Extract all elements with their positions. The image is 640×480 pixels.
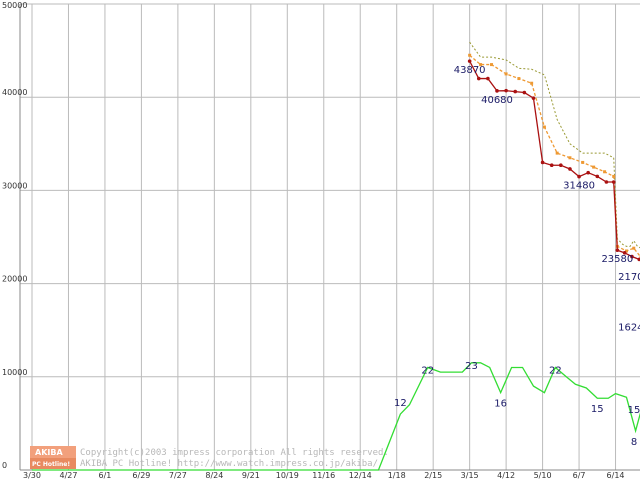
point-lowest [615,248,620,253]
data-label: 15 [628,405,640,416]
point-lowest [637,257,640,262]
data-label: 15 [591,404,604,415]
point-average [612,174,616,178]
series-layer [32,41,640,471]
point-average [555,151,559,155]
point-lowest [504,88,508,93]
data-label: 22 [549,365,562,376]
akiba-logo-text-bottom: PC Hotline! [32,461,70,468]
y-tick-label: 20000 [2,275,27,284]
point-average [624,249,628,253]
x-tick-label: 3/15 [461,471,479,480]
point-lowest [611,180,616,184]
data-label: 31480 [563,181,595,192]
data-label: 40680 [481,95,513,106]
point-lowest [586,170,590,175]
point-average [517,77,521,81]
series-line-upper [469,41,614,159]
data-label: 22 [421,365,434,376]
point-lowest [604,180,609,184]
akiba-logo-top [30,446,76,458]
point-lowest [513,89,518,94]
y-tick-label: 0 [2,461,7,470]
akiba-logo-text-top: AKIBA [35,448,63,457]
data-label: 16 [494,399,507,410]
point-lowest [467,59,472,63]
x-tick-label: 3/30 [23,471,41,480]
point-average [479,63,483,67]
x-tick-label: 10/19 [276,471,299,480]
y-tick-label: 40000 [2,88,27,97]
data-label: 43870 [454,65,486,76]
point-lowest [531,96,536,100]
series-line-count [32,362,640,471]
point-average [468,53,472,57]
x-tick-label: 4/27 [59,471,77,480]
point-average [530,81,534,85]
point-average [581,160,585,164]
point-lowest [630,254,634,259]
x-tick-label: 9/21 [242,471,260,480]
x-tick-label: 2/15 [424,471,442,480]
point-average [568,156,572,160]
grid-layer [20,3,640,471]
point-lowest [476,76,481,81]
point-lowest [595,174,600,179]
point-average [592,165,596,169]
point-lowest [549,163,554,168]
point-average [632,246,636,250]
point-lowest [559,163,563,168]
x-tick-label: 1/18 [388,471,406,480]
point-average [504,72,508,76]
data-label: 12 [394,398,407,409]
y-tick-label: 50000 [2,1,27,10]
site-url-line: AKIBA PC Hotline! http://www.watch.impre… [80,459,378,469]
point-lowest [522,90,527,95]
data-label: 23 [465,361,478,372]
x-tick-label: 6/7 [573,471,586,480]
point-average [603,170,607,174]
point-lowest [568,167,572,171]
y-tick-label: 10000 [2,368,27,377]
x-tick-label: 6/29 [132,471,150,480]
x-tick-label: 11/16 [312,471,335,480]
series-line-upper [613,157,640,249]
data-label-layer: 43870 40680 31480 23580 21700 16240 12 22 23 16 22… [394,65,640,448]
x-tick-label: 12/14 [349,471,372,480]
point-average [542,125,546,129]
x-tick-label: 6/1 [99,471,112,480]
akiba-logo-bottom [30,458,76,469]
x-tick-label: 5/10 [534,471,552,480]
data-label: 23580 [601,254,633,265]
point-lowest [486,76,490,81]
point-lowest [495,89,499,93]
y-tick-label: 30000 [2,181,27,190]
point-lowest [622,251,627,255]
point-lowest [540,160,545,165]
point-average [490,63,494,67]
point-lowest [577,174,581,179]
data-label: 8 [631,437,637,448]
x-tick-label: 6/14 [607,471,625,480]
data-label: 21700 [618,272,640,283]
x-tick-label: 8/24 [205,471,223,480]
x-tick-label: 7/27 [169,471,187,480]
x-tick-label: 4/12 [497,471,515,480]
copyright-line: Copyright(c)2003 impress corporation All… [80,448,389,458]
watermark: AKIBA PC Hotline! Copyright(c)2003 impre… [30,446,389,469]
data-label: 16240 [618,323,640,334]
